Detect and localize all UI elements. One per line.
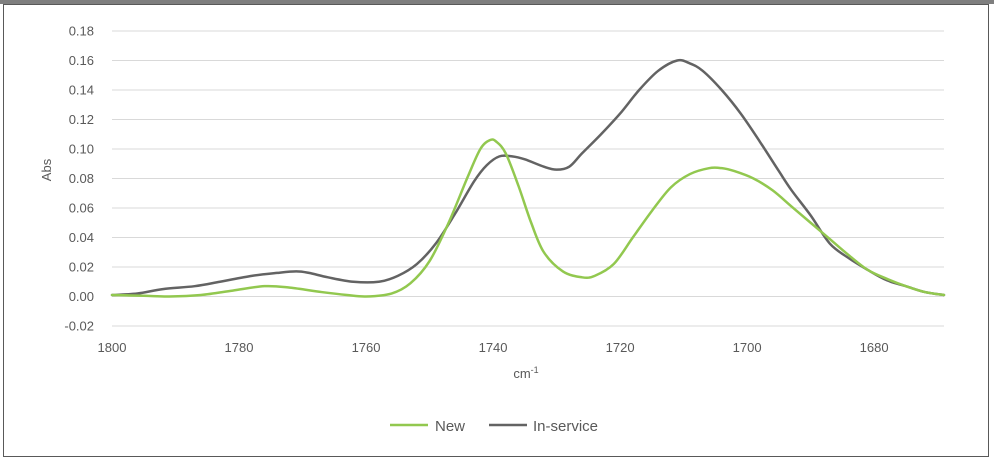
series-lines xyxy=(110,58,946,298)
y-axis-tick-labels: -0.02 0.00 0.02 0.04 0.06 0.08 0.10 0.12 0.14 0.1… xyxy=(64,24,94,334)
x-axis-title: cm-1 xyxy=(513,365,538,381)
y-tick-label: -0.02 xyxy=(64,319,94,334)
x-tick-label: 1720 xyxy=(606,340,635,355)
x-axis-tick-labels: 1800 1780 1760 1740 1720 1700 1680 xyxy=(98,340,889,355)
x-axis-title-unit: cm xyxy=(513,366,530,381)
x-tick-label: 1760 xyxy=(352,340,381,355)
x-axis-title-superscript: -1 xyxy=(531,365,539,375)
x-tick-label: 1680 xyxy=(860,340,889,355)
y-tick-label: 0.08 xyxy=(69,171,94,186)
y-tick-label: 0.06 xyxy=(69,201,94,216)
series-line-in-service xyxy=(110,58,946,297)
gridlines xyxy=(112,30,944,327)
y-tick-label: 0.18 xyxy=(69,24,94,39)
y-tick-label: 0.10 xyxy=(69,142,94,157)
y-tick-label: 0.12 xyxy=(69,112,94,127)
y-tick-label: 0.04 xyxy=(69,230,94,245)
series-line-new xyxy=(110,138,946,298)
x-tick-label: 1800 xyxy=(98,340,127,355)
legend-label-in-service: In-service xyxy=(533,418,598,435)
x-tick-label: 1700 xyxy=(733,340,762,355)
legend: New In-service xyxy=(390,418,598,435)
y-tick-label: 0.14 xyxy=(69,83,94,98)
y-tick-label: 0.16 xyxy=(69,53,94,68)
window-top-bar xyxy=(0,0,994,4)
x-tick-label: 1780 xyxy=(225,340,254,355)
x-tick-label: 1740 xyxy=(479,340,508,355)
y-tick-label: 0.02 xyxy=(69,260,94,275)
y-tick-label: 0.00 xyxy=(69,289,94,304)
chart-area-border xyxy=(3,4,989,457)
y-axis-title: Abs xyxy=(39,158,54,181)
legend-label-new: New xyxy=(435,418,465,435)
